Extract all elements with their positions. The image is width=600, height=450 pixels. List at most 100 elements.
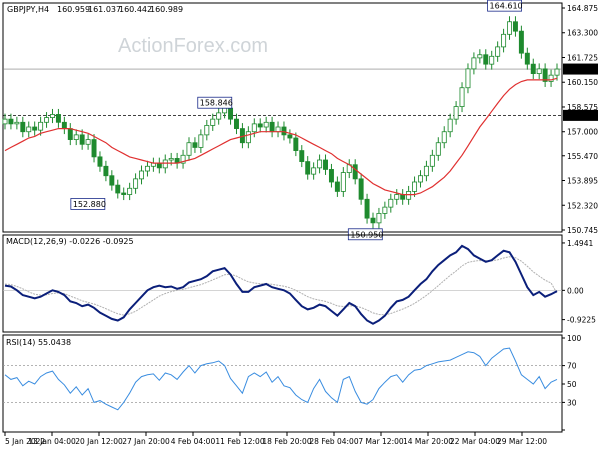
candle	[542, 68, 548, 82]
candle	[8, 118, 14, 125]
macd-main-line	[4, 244, 558, 325]
last-price-tag-label: 160.989	[565, 65, 596, 74]
candle	[85, 139, 91, 145]
rsi-panel: RSI(14) 55.0438 100 70 50 30	[2, 334, 582, 433]
x-tick-label: 11 Feb 12:00	[215, 437, 264, 446]
candle	[323, 159, 328, 170]
annotation-label: 164.610	[490, 2, 523, 11]
main-panel: GBPJPY,H4 160.959 161.037 160.442 160.98…	[2, 0, 598, 241]
candle	[512, 21, 518, 32]
candle	[328, 169, 334, 183]
rsi-y-tick-label: 30	[567, 398, 577, 407]
candle	[495, 46, 501, 57]
candle	[192, 142, 198, 148]
candle	[127, 187, 133, 195]
candle	[340, 172, 346, 192]
candle	[38, 121, 44, 131]
candle	[73, 134, 79, 140]
macd-y-tick-label: -0.9225	[567, 316, 596, 325]
x-tick-label: 18 Feb 20:00	[262, 437, 311, 446]
x-tick-label: 5 Jan 2022	[5, 437, 45, 446]
main-y-tick-label: 160.150	[567, 78, 598, 87]
candle	[20, 121, 26, 133]
candle	[109, 175, 115, 186]
candle	[465, 68, 471, 89]
candle	[168, 158, 174, 161]
candle	[103, 165, 109, 177]
candle	[376, 213, 382, 224]
candle	[139, 170, 144, 180]
header-close: 160.989	[150, 5, 183, 14]
x-tick-label: 14 Mar 20:00	[403, 437, 453, 446]
x-tick-label: 29 Mar 12:00	[497, 437, 547, 446]
candle	[305, 161, 311, 175]
candle	[14, 121, 20, 125]
candle	[441, 131, 447, 144]
candle	[26, 126, 32, 133]
candle	[257, 123, 263, 128]
candle	[245, 131, 251, 144]
candle	[423, 165, 429, 177]
annotation-box	[347, 228, 383, 241]
candle	[358, 178, 364, 200]
candle	[524, 52, 530, 65]
candle	[477, 54, 483, 59]
candle	[228, 107, 234, 120]
annotation-box	[70, 198, 106, 210]
candle	[412, 181, 418, 192]
candle	[459, 87, 465, 107]
header-low: 160.442	[119, 5, 152, 14]
candle	[281, 126, 287, 136]
candle	[317, 159, 323, 169]
candle	[180, 154, 186, 164]
last-price-tag	[563, 63, 598, 75]
candle	[79, 134, 85, 145]
candle	[269, 121, 275, 133]
main-y-tick-label: 150.745	[567, 226, 598, 235]
header-open: 160.959	[57, 5, 90, 14]
x-tick-label: 20 Jan 12:00	[75, 437, 123, 446]
x-tick-label: 7 Mar 12:00	[358, 437, 404, 446]
candle	[530, 63, 536, 74]
annotation-box	[487, 0, 522, 12]
candle	[55, 114, 61, 123]
macd-y-tick-label: 1.4941	[567, 239, 593, 248]
candle	[216, 112, 222, 120]
candle	[133, 178, 139, 189]
candle	[32, 126, 38, 131]
candle	[382, 206, 388, 214]
candle	[198, 134, 204, 148]
main-y-tick-label: 163.300	[567, 29, 598, 38]
macd-y-tick-label: 0.00	[567, 286, 584, 295]
candle	[67, 128, 73, 140]
rsi-y-tick-label: 100	[567, 334, 582, 343]
candle	[287, 134, 293, 139]
candle	[156, 162, 162, 169]
candle	[299, 150, 305, 162]
main-y-tick-label: 153.895	[567, 177, 598, 186]
candle	[418, 175, 423, 183]
x-tick-label: 22 Mar 04:00	[450, 437, 500, 446]
macd-signal-line	[4, 256, 558, 316]
macd-title: MACD(12,26,9) -0.0226 -0.0925	[6, 237, 134, 246]
candle	[518, 30, 524, 54]
candle	[400, 194, 406, 200]
candle	[554, 68, 560, 76]
candle	[429, 154, 435, 167]
watermark: ActionForex.com	[118, 35, 268, 57]
x-tick-label: 4 Feb 04:00	[171, 437, 216, 446]
candle	[234, 118, 239, 129]
candle	[406, 191, 412, 200]
main-y-tick-label: 157.000	[567, 128, 598, 137]
candle	[334, 181, 340, 192]
rsi-line	[4, 347, 558, 411]
header-high: 161.037	[88, 5, 121, 14]
candle	[61, 121, 67, 129]
candle	[204, 125, 210, 136]
rsi-y-tick-label: 70	[567, 362, 577, 371]
candle	[210, 118, 216, 126]
candle	[97, 156, 103, 167]
candle	[370, 217, 376, 224]
main-y-tick-label: 155.470	[567, 152, 598, 161]
